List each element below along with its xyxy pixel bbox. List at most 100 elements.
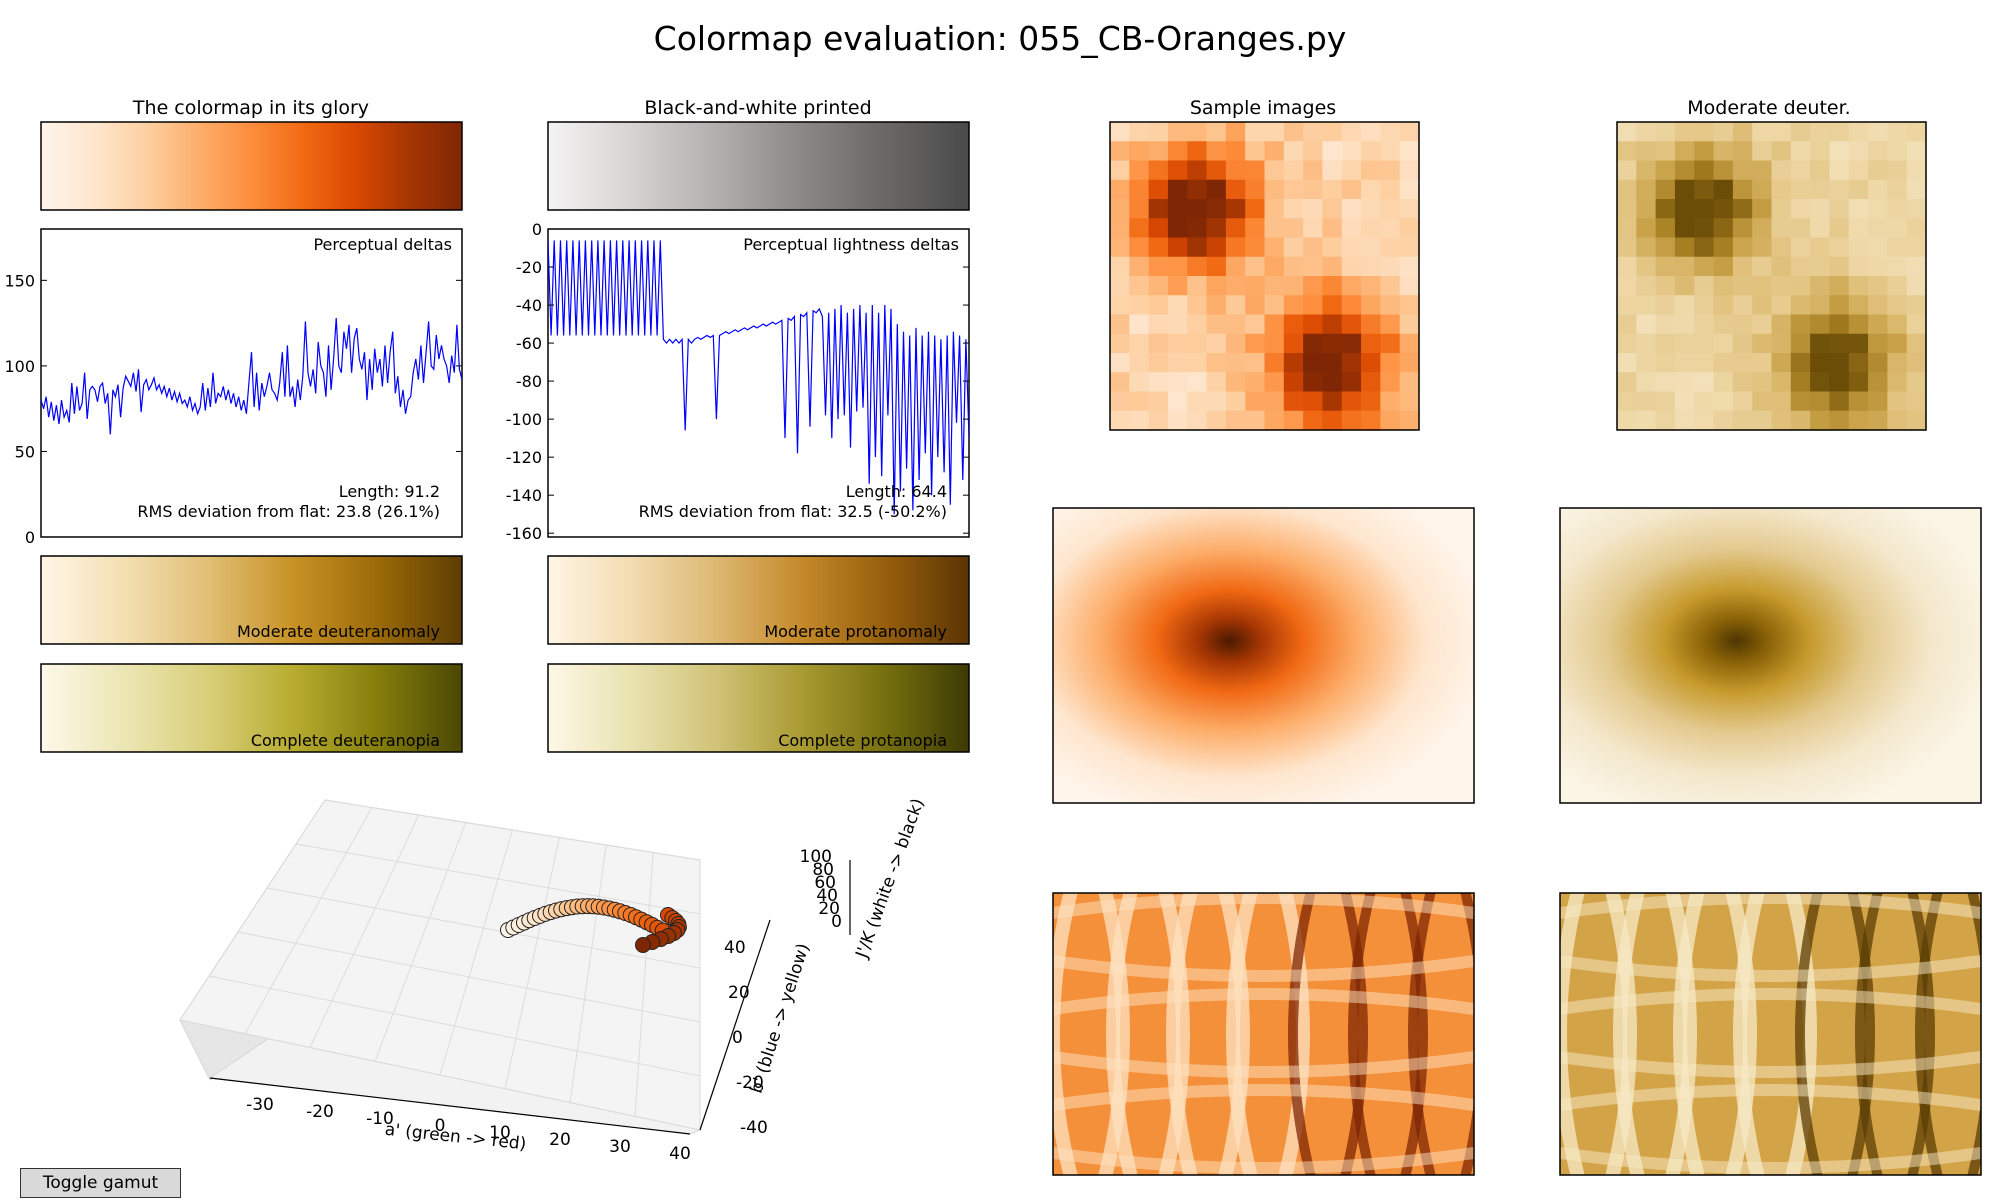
wave-band — [1158, 893, 1190, 1175]
mosaic-cell — [1206, 141, 1227, 162]
wave-band — [1053, 893, 1078, 1175]
3d-zlabel: J'/K (white -> black) — [852, 796, 929, 962]
mosaic-cell — [1110, 256, 1130, 277]
mosaic-cell — [1110, 314, 1130, 335]
mosaic-cell — [1906, 218, 1927, 239]
wave-band — [1725, 893, 1757, 1175]
mosaic-cell — [1322, 199, 1343, 219]
mosaic-cell — [1868, 276, 1888, 296]
mosaic-cell — [1187, 372, 1208, 393]
mosaic-cell — [1713, 295, 1734, 316]
mosaic-cell — [1245, 333, 1266, 354]
wave-band — [1348, 893, 1376, 1175]
mosaic-cell — [1674, 237, 1695, 258]
mosaic-cell — [1129, 391, 1150, 412]
deltas-rms: RMS deviation from flat: 23.8 (26.1%) — [137, 502, 440, 521]
mosaic-cell — [1341, 179, 1362, 200]
mosaic-cell — [1206, 372, 1227, 393]
mosaic-cell — [1887, 391, 1908, 412]
mosaic-cell — [1636, 410, 1657, 431]
mosaic-cell — [1868, 410, 1888, 431]
mosaic-cell — [1245, 122, 1266, 142]
mosaic-cell — [1380, 237, 1401, 258]
wave-band — [1278, 893, 1310, 1175]
mosaic-cell — [1206, 314, 1227, 335]
mosaic-cell — [1906, 199, 1927, 219]
mosaic-cell — [1187, 314, 1208, 335]
wave-band — [1915, 893, 1943, 1175]
mosaic-cell — [1674, 141, 1695, 162]
grid-line — [309, 814, 420, 1048]
mosaic-cell — [1655, 276, 1676, 296]
mosaic-cell — [1283, 295, 1304, 316]
mosaic-cell — [1810, 218, 1831, 239]
grid-line — [208, 975, 701, 1077]
mosaic-cell — [1752, 410, 1773, 431]
mosaic-cell — [1694, 199, 1715, 219]
ldeltas-title: Perceptual lightness deltas — [743, 235, 959, 254]
mosaic-cell — [1380, 276, 1401, 296]
mosaic-cell — [1225, 410, 1246, 431]
mosaic-cell — [1694, 237, 1715, 258]
mosaic-cell — [1303, 276, 1324, 296]
grid-line — [179, 799, 326, 1021]
mosaic-cell — [1399, 160, 1420, 181]
samples-title: Sample images — [1190, 97, 1336, 119]
colormap-title: The colormap in its glory — [132, 97, 369, 119]
mosaic-cell — [1322, 333, 1343, 354]
mosaic-cell — [1636, 237, 1657, 258]
wave-band — [1785, 893, 1817, 1175]
mosaic-cell — [1829, 199, 1850, 219]
x-tick-label: -20 — [306, 1102, 334, 1122]
mosaic-cell — [1399, 353, 1420, 373]
mosaic-cell — [1110, 218, 1130, 239]
mosaic-cell — [1283, 160, 1304, 181]
mosaic-cell — [1655, 122, 1676, 142]
mosaic-cell — [1617, 237, 1637, 258]
mosaic-cell — [1655, 372, 1676, 393]
mosaic-cell — [1283, 314, 1304, 335]
mosaic-cell — [1187, 141, 1208, 162]
mosaic-cell — [1848, 410, 1869, 431]
mosaic-cell — [1752, 353, 1773, 373]
sample-dem-deuter — [1559, 507, 1982, 804]
y-tick-label: 40 — [724, 938, 746, 958]
mosaic-cell — [1713, 410, 1734, 431]
mosaic-cell — [1245, 179, 1266, 200]
z-tick-label: 60 — [814, 873, 836, 893]
mosaic-cell — [1110, 141, 1130, 162]
mosaic-cell — [1771, 353, 1792, 373]
deltas-length: Length: 91.2 — [339, 482, 440, 501]
mosaic-cell — [1848, 391, 1869, 412]
mosaic-cell — [1206, 410, 1227, 431]
wave-band — [1733, 893, 1765, 1175]
mosaic-cell — [1636, 333, 1657, 354]
wave-band — [1560, 955, 1981, 982]
mosaic-cell — [1732, 276, 1753, 296]
mosaic-cell — [1187, 333, 1208, 354]
mosaic-cell — [1674, 276, 1695, 296]
wave-band — [1847, 893, 1875, 1175]
mosaic-cell — [1906, 391, 1927, 412]
mosaic-cell — [1829, 160, 1850, 181]
mosaic-cell — [1810, 122, 1831, 142]
3d-scatter-points — [500, 898, 687, 953]
mosaic-cell — [1887, 256, 1908, 277]
mosaic-cell — [1206, 256, 1227, 277]
mosaic-cell — [1732, 256, 1753, 277]
ldeltas-y-axis: 0 -20 -40 -60 -80 -100 -120 -140 -160 — [506, 220, 969, 543]
mosaic-cell — [1810, 141, 1831, 162]
mosaic-cell — [1636, 256, 1657, 277]
toggle-gamut-button[interactable]: Toggle gamut — [20, 1168, 181, 1198]
mosaic-cell — [1341, 141, 1362, 162]
mosaic-cell — [1868, 391, 1888, 412]
mosaic-cell — [1617, 256, 1637, 277]
mosaic-cell — [1322, 353, 1343, 373]
mosaic-cell — [1887, 218, 1908, 239]
lightness-deltas-plot: 0 -20 -40 -60 -80 -100 -120 -140 -160 Perceptual… — [506, 220, 970, 543]
mosaic-cell — [1617, 333, 1637, 354]
mosaic-cell — [1187, 256, 1208, 277]
mosaic-cell — [1129, 295, 1150, 316]
y-tick-label: 0 — [532, 220, 542, 239]
mosaic-cell — [1848, 160, 1869, 181]
